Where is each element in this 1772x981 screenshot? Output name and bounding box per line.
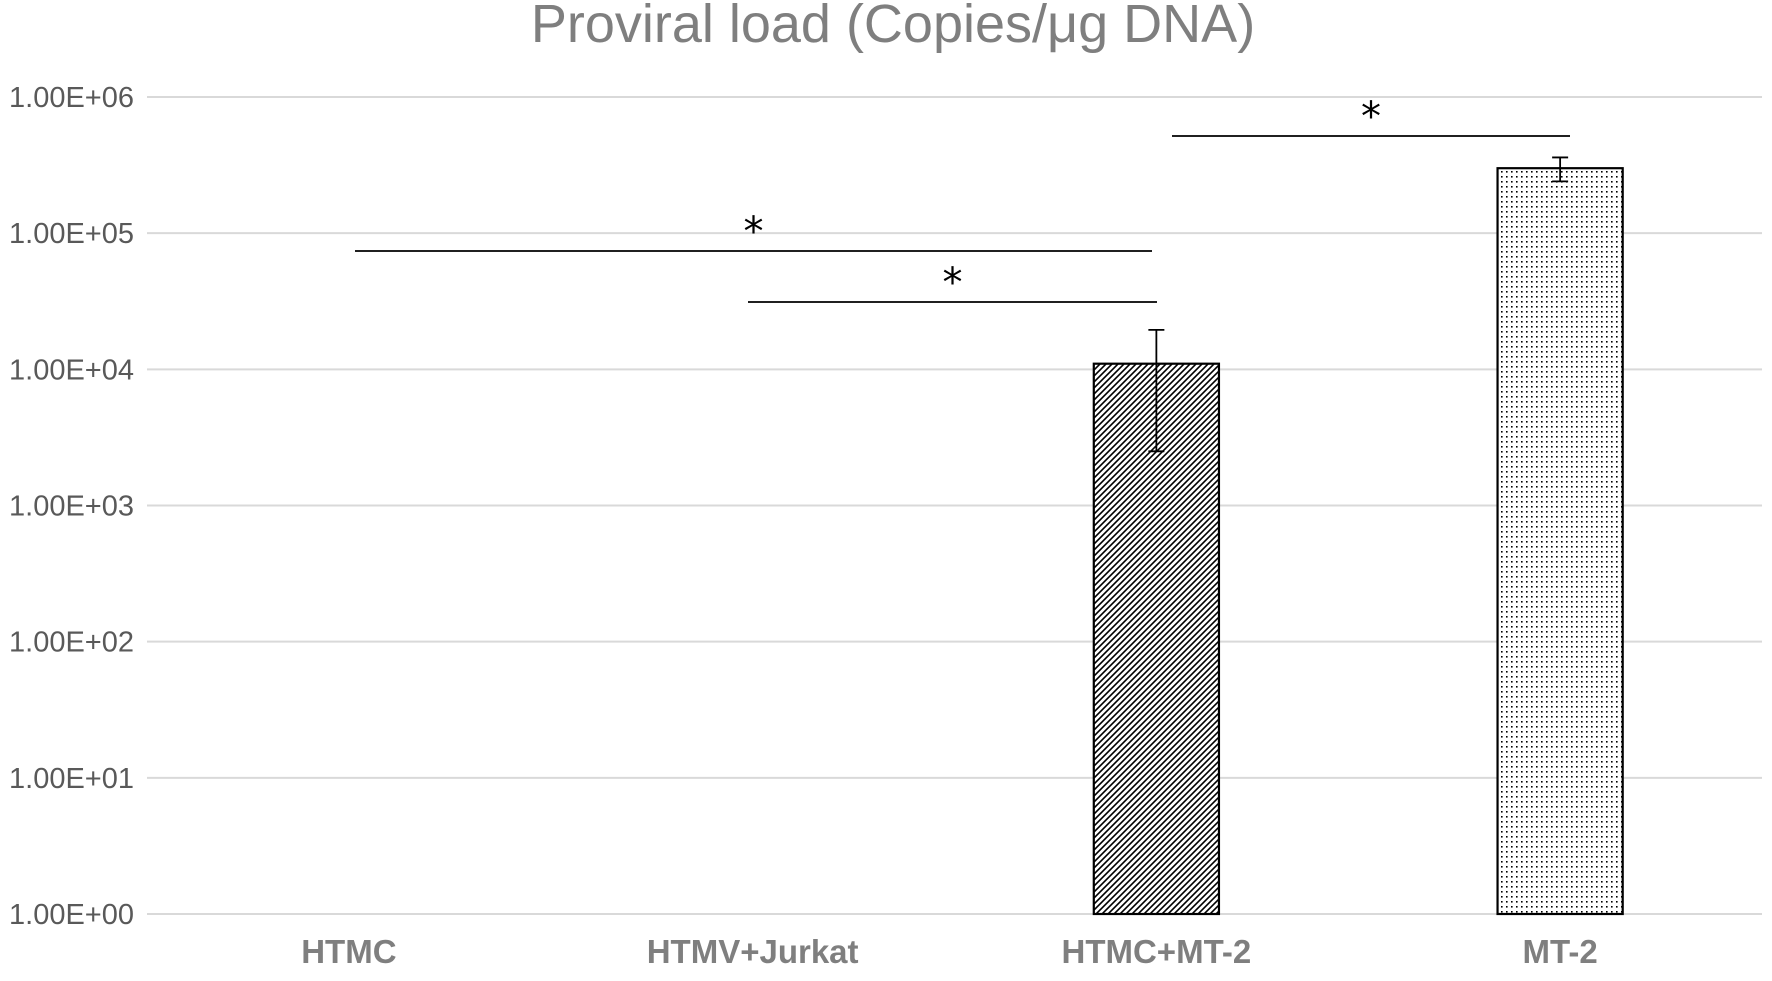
bar — [1496, 167, 1624, 916]
significance-star: * — [1361, 94, 1381, 140]
x-tick-label: HTMC — [301, 933, 396, 970]
grid-lines — [147, 96, 1762, 915]
y-tick-label: 1.00E+04 — [9, 354, 134, 386]
y-tick-label: 1.00E+03 — [9, 491, 134, 523]
x-tick-label: HTMV+Jurkat — [647, 933, 859, 970]
bars — [1092, 167, 1624, 916]
x-tick-label: HTMC+MT-2 — [1062, 933, 1252, 970]
y-tick-label: 1.00E+05 — [9, 218, 134, 250]
x-axis-tick-labels: HTMC HTMV+Jurkat HTMC+MT-2 MT-2 — [301, 933, 1597, 970]
y-tick-label: 1.00E+01 — [9, 763, 134, 795]
y-tick-label: 1.00E+06 — [9, 82, 134, 114]
significance-star: * — [943, 260, 963, 306]
y-axis-tick-labels: 1.00E+00 1.00E+01 1.00E+02 1.00E+03 1.00E+04… — [9, 82, 134, 931]
chart-title: Proviral load (Copies/μg DNA) — [531, 0, 1255, 54]
x-tick-label: MT-2 — [1523, 933, 1598, 970]
bar — [1092, 362, 1221, 916]
significance-markers: * * * — [355, 94, 1570, 306]
y-tick-label: 1.00E+02 — [9, 627, 134, 659]
error-bars — [1148, 156, 1569, 453]
y-tick-label: 1.00E+00 — [9, 899, 134, 931]
significance-star: * — [744, 209, 764, 255]
